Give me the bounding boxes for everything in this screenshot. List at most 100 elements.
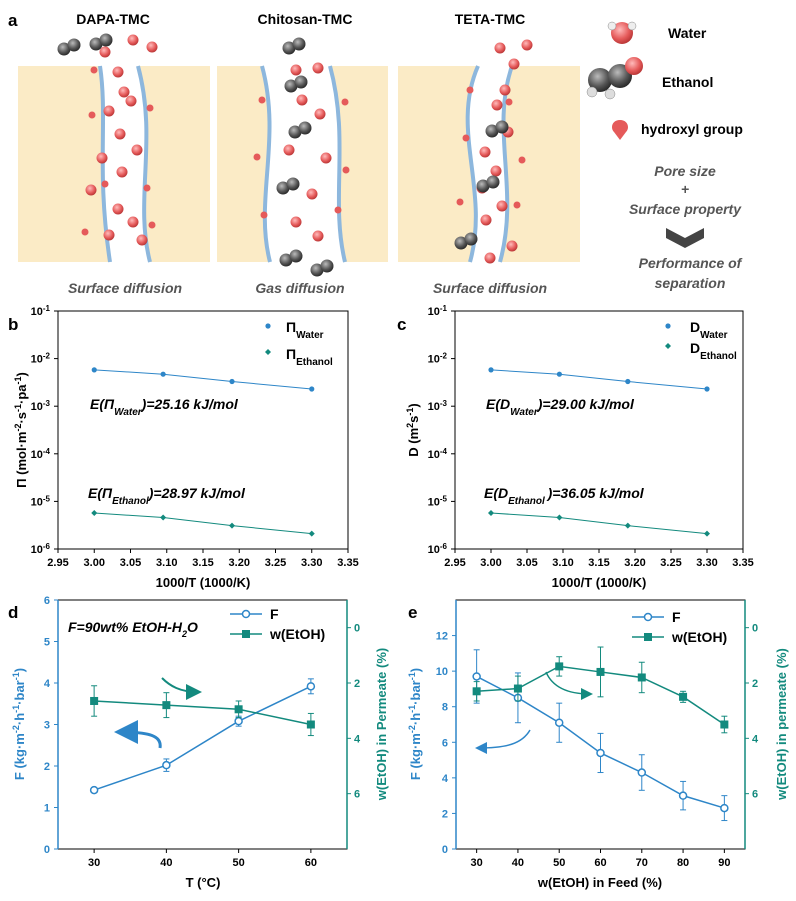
membrane-block bbox=[398, 66, 478, 262]
x-tick-label: 30 bbox=[88, 857, 100, 869]
data-point-f bbox=[472, 672, 481, 681]
x-tick-label: 3.25 bbox=[660, 557, 681, 569]
y-left-tick-label: 2 bbox=[44, 761, 50, 773]
data-point-water bbox=[229, 378, 235, 385]
y-label-part: F (kg·m bbox=[408, 733, 423, 780]
title-part: F=90wt% EtOH-H bbox=[68, 619, 183, 635]
activation-energy-water: E(DWater)=29.00 kJ/mol bbox=[486, 396, 635, 418]
x-tick-label: 70 bbox=[636, 857, 648, 869]
legend-symbol: D bbox=[690, 340, 700, 356]
water-molecule bbox=[491, 99, 503, 111]
series-line-ethanol bbox=[94, 512, 312, 535]
x-tick-label: 3.15 bbox=[192, 557, 213, 569]
hydroxyl-dot bbox=[341, 98, 349, 106]
water-molecule bbox=[290, 216, 302, 228]
legend-hydroxyl-label: hydroxyl group bbox=[641, 121, 743, 137]
legend-sub: Water bbox=[296, 330, 324, 341]
ethanol-molecule bbox=[495, 120, 509, 134]
flow-plus: + bbox=[681, 181, 689, 197]
y-label-sup: -1 bbox=[11, 705, 21, 713]
hydroxyl-dot bbox=[513, 201, 521, 209]
hydroxyl-dot bbox=[253, 153, 261, 161]
panel-c: c 2.95 3.00 3.05 3.10 3.15 3.20 3.25 3.30 3.35 1… bbox=[397, 304, 754, 591]
data-point-w-etoh bbox=[679, 692, 688, 701]
water-molecule bbox=[521, 39, 533, 51]
data-point-f bbox=[89, 785, 99, 795]
y-label-part: ·bar bbox=[408, 680, 423, 705]
ethanol-molecule bbox=[282, 41, 296, 55]
ethanol-molecule bbox=[464, 232, 478, 246]
water-molecule bbox=[496, 200, 508, 212]
ethanol-molecule bbox=[454, 236, 468, 250]
data-point-f bbox=[162, 760, 171, 770]
data-point-f bbox=[234, 716, 243, 726]
x-tick-label: 3.10 bbox=[552, 557, 573, 569]
pore-wall bbox=[260, 65, 272, 263]
y-axis-left-label: F (kg·m-2·h-1·bar-1) bbox=[407, 668, 423, 780]
eq-suffix: )=36.05 kJ/mol bbox=[546, 485, 645, 501]
data-point-ethanol bbox=[91, 510, 98, 517]
ethanol-molecule bbox=[288, 125, 302, 139]
legend-ethanol: DEthanol bbox=[690, 340, 737, 362]
eq-prefix: E(D bbox=[486, 396, 510, 412]
data-mark-group bbox=[89, 678, 316, 795]
panel-a-label: a bbox=[8, 11, 18, 30]
water-molecule bbox=[480, 214, 492, 226]
membrane-block bbox=[500, 66, 580, 262]
y-tick-label: 10-1 bbox=[428, 304, 448, 319]
arrow-to-left-axis bbox=[475, 729, 531, 754]
eq-sub: Water bbox=[510, 407, 539, 418]
x-tick-label: 50 bbox=[233, 857, 245, 869]
legend-symbol: Π bbox=[286, 319, 296, 335]
panel-e-label: e bbox=[408, 603, 417, 622]
data-point-w-etoh bbox=[306, 720, 315, 729]
y-right-tick-label: 6 bbox=[752, 789, 758, 801]
chevron-down-icon bbox=[666, 228, 704, 248]
y-axis-label: Π (mol·m-2·s-1·pa-1) bbox=[13, 372, 29, 488]
legend-f-marker bbox=[643, 612, 653, 622]
hydroxyl-dot bbox=[90, 66, 98, 74]
y-left-tick-label: 3 bbox=[44, 720, 50, 732]
hydroxyl-dot bbox=[143, 184, 151, 192]
y-tick-label: 10-2 bbox=[31, 351, 51, 366]
legend-water: DWater bbox=[690, 319, 728, 341]
water-molecule bbox=[320, 152, 332, 164]
series-line-ethanol bbox=[490, 512, 708, 535]
hydroxyl-dot bbox=[101, 180, 109, 188]
x-tick-label: 2.95 bbox=[444, 557, 465, 569]
panel-c-label: c bbox=[397, 315, 406, 334]
ethanol-molecule bbox=[99, 33, 113, 47]
y-label-sup: -1 bbox=[405, 408, 415, 416]
y-label-part: Π (mol·m bbox=[14, 432, 29, 488]
water-molecule bbox=[314, 108, 326, 120]
water-molecule bbox=[506, 240, 518, 252]
data-mark-group bbox=[472, 646, 729, 822]
ethanol-molecule bbox=[279, 253, 293, 267]
x-tick-label: 3.35 bbox=[337, 557, 358, 569]
data-point-w-etoh bbox=[596, 667, 605, 676]
data-point-w-etoh bbox=[637, 673, 646, 682]
legend-w-marker bbox=[242, 630, 250, 638]
ethanol-molecule bbox=[289, 249, 303, 263]
water-molecule bbox=[290, 64, 302, 76]
x-tick-group: 2.95 3.00 3.05 3.10 3.15 3.20 3.25 3.30 3.35 bbox=[444, 549, 754, 569]
water-molecule bbox=[85, 184, 97, 196]
ethanol-molecule bbox=[57, 42, 71, 56]
membrane-block bbox=[18, 66, 110, 262]
water-molecule bbox=[127, 34, 139, 46]
y-label-part: ·h bbox=[408, 713, 423, 725]
data-point-water bbox=[91, 367, 97, 373]
x-tick-label: 80 bbox=[677, 857, 689, 869]
title-part: O bbox=[187, 619, 198, 635]
x-tick-label: 90 bbox=[718, 857, 730, 869]
water-molecule bbox=[484, 252, 496, 264]
water-molecule bbox=[283, 144, 295, 156]
y-tick-label: 10-1 bbox=[31, 304, 51, 319]
arrow-to-right-axis bbox=[545, 671, 593, 700]
column-caption-dapa: Surface diffusion bbox=[68, 280, 182, 296]
y-tick-label: 10-2 bbox=[428, 351, 448, 366]
legend-f: F bbox=[672, 609, 681, 625]
y-tick-label: 10-4 bbox=[31, 446, 51, 461]
x-axis-label: w(EtOH) in Feed (%) bbox=[537, 875, 662, 890]
